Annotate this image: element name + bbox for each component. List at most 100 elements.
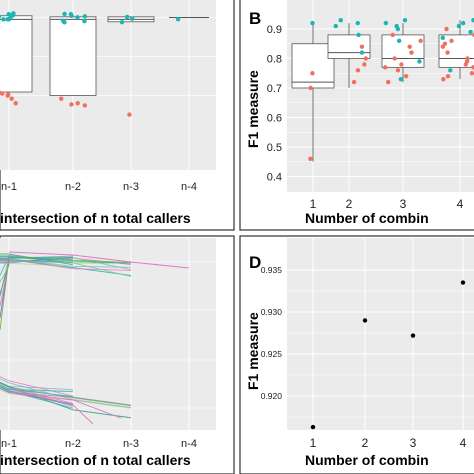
panel-a-point <box>5 93 10 98</box>
panel-b-point <box>402 17 408 23</box>
panel-b-point <box>386 79 391 85</box>
panel-c-line <box>8 391 122 419</box>
panel-b-point <box>383 20 389 26</box>
panel-b-point <box>362 62 367 67</box>
panel-a-point <box>82 18 87 24</box>
panel-c-line <box>0 257 74 259</box>
panel-b-point <box>363 56 369 61</box>
panel-b-point <box>338 17 343 23</box>
panel-b-point <box>449 38 454 43</box>
panel-b-point <box>471 65 474 70</box>
panel-b-ytick: 0.9 <box>267 24 282 36</box>
panel-a-point <box>124 14 130 20</box>
panel-b-point <box>351 79 357 85</box>
panel-b-ytick: 0.7 <box>267 83 282 95</box>
panel-a-box <box>49 16 97 96</box>
panel-b-point <box>456 23 462 29</box>
panel-b-point <box>463 62 468 67</box>
panel-a-plot-bg <box>0 0 216 170</box>
panel-b-point <box>407 44 412 49</box>
panel-b-point <box>398 76 404 82</box>
panel-d: D 0.935 0.930 0.925 0.920 1 2 3 4 F1 measure N… <box>245 238 474 468</box>
panel-a-xlabel: intersection of n total callers <box>0 210 191 226</box>
panel-c-xtick: n-3 <box>123 438 139 450</box>
panel-a-box <box>0 15 33 93</box>
panel-b-point <box>471 17 474 23</box>
panel-d-xtick: 2 <box>362 436 369 450</box>
panel-d-point <box>310 424 316 430</box>
panel-a-point <box>82 14 88 19</box>
panel-a: n-1 n-2 n-3 n-4 intersection of n total cal… <box>0 0 216 226</box>
panel-d-xtick: 3 <box>410 436 417 450</box>
panel-a-point <box>127 112 132 117</box>
panel-d-ytick: 0.925 <box>261 349 283 359</box>
panel-b-point <box>333 23 338 29</box>
panel-b-ytick: 0.8 <box>267 54 282 66</box>
panel-b-ytick: 0.6 <box>267 113 282 125</box>
panel-a-point <box>62 20 67 25</box>
panel-c-xtick: n-1 <box>1 438 17 450</box>
panel-a-point <box>130 16 135 21</box>
panel-b-point <box>468 29 473 35</box>
panel-c-xtick: n-2 <box>65 438 81 450</box>
panel-a-point <box>13 101 18 106</box>
panel-b-point <box>395 26 401 32</box>
panel-c-line <box>0 382 132 419</box>
panel-b-point <box>442 41 448 46</box>
panel-d-ytick: 0.935 <box>261 265 283 275</box>
panel-b-point <box>308 85 313 91</box>
panel-c-line <box>8 251 190 269</box>
panel-a-point <box>69 13 74 18</box>
panel-b-point <box>445 74 451 79</box>
panel-a-point <box>175 17 181 22</box>
panel-a-xtick: n-4 <box>181 181 197 193</box>
panel-b-point <box>355 68 361 73</box>
panel-d-point <box>362 318 368 323</box>
panel-c-line <box>0 378 132 409</box>
panel-b: B 0.9 0.8 0.7 0.6 0.5 0.4 1 2 3 4 F1 measure Num… <box>245 0 474 226</box>
panel-a-point <box>11 11 16 16</box>
panel-b-frame <box>239 0 474 231</box>
panel-d-label: D <box>249 253 261 272</box>
panel-b-point <box>444 26 449 32</box>
panel-a-point <box>62 11 67 17</box>
panel-c-line <box>8 387 94 425</box>
panel-a-point <box>8 15 13 20</box>
panel-b-point <box>359 44 365 49</box>
panel-b-point <box>310 20 315 26</box>
panel-b-point <box>445 50 450 55</box>
panel-d-xtick: 1 <box>310 436 317 450</box>
panel-b-point <box>469 71 474 76</box>
panel-a-point <box>59 96 64 101</box>
panel-b-point <box>392 56 397 61</box>
panel-d-ytick: 0.920 <box>261 391 283 401</box>
panel-b-ytick: 0.4 <box>267 172 282 184</box>
panel-c-line <box>0 385 74 393</box>
panel-b-ytick: 0.5 <box>267 142 282 154</box>
panel-a-point <box>9 96 14 101</box>
panel-d-point <box>460 280 466 285</box>
panel-b-point <box>448 68 453 73</box>
panel-b-point <box>417 59 422 64</box>
panel-a-point <box>0 14 2 19</box>
panel-c-xlabel: intersection of n total callers <box>0 452 191 468</box>
panel-c: n-1 n-2 n-3 n-4 intersection of n total cal… <box>0 238 216 468</box>
panel-d-ylabel: F1 measure <box>245 312 261 390</box>
panel-d-ytick: 0.930 <box>261 307 283 317</box>
panel-d-plot-bg <box>287 238 474 430</box>
panel-b-point <box>359 50 365 55</box>
panel-b-point <box>310 71 315 76</box>
panel-c-line <box>0 265 10 283</box>
panel-d-xtick: 4 <box>460 436 467 450</box>
panel-b-xlabel: Number of combin <box>305 210 429 226</box>
panel-c-line <box>0 382 132 407</box>
panel-b-xtick: 4 <box>457 197 464 211</box>
panel-b-point <box>409 50 414 55</box>
panel-b-point <box>395 68 401 73</box>
panel-b-point <box>383 65 388 70</box>
panel-a-frame <box>0 0 235 231</box>
panel-c-frame <box>0 235 235 474</box>
panel-b-point <box>396 38 402 43</box>
panel-b-point <box>403 74 409 79</box>
